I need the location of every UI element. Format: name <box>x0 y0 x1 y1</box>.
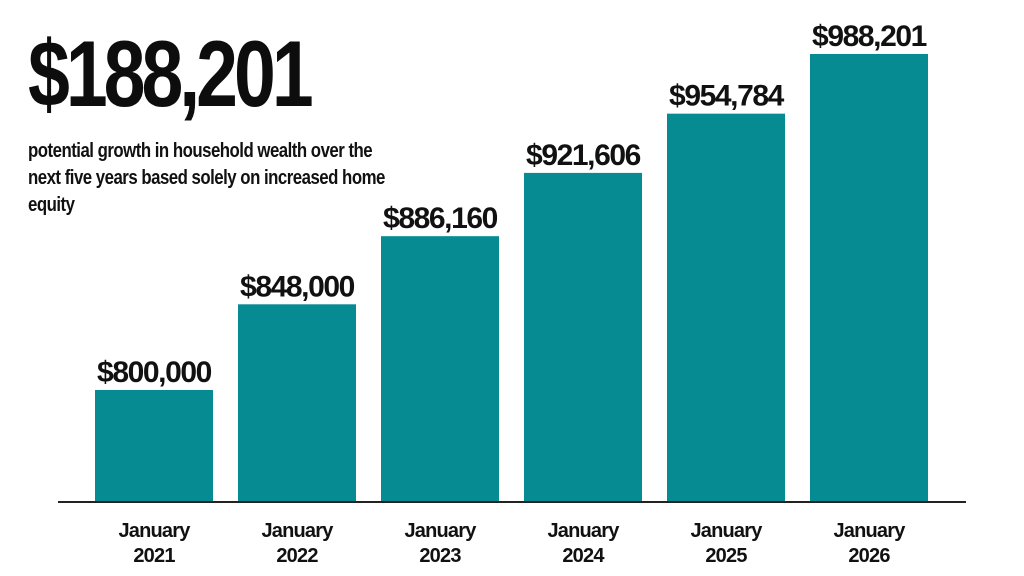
x-tick-line: 2021 <box>133 545 175 567</box>
x-tick-line: January <box>690 520 763 542</box>
headline-subtitle: potential growth in household wealth ove… <box>28 140 385 216</box>
x-tick-label: January 2023 <box>404 520 477 567</box>
x-tick-line: 2022 <box>276 545 318 567</box>
bar-value-label: $886,160 <box>383 202 498 235</box>
bar-0 <box>95 390 213 502</box>
x-tick-label: January 2022 <box>261 520 334 567</box>
x-tick-line: 2024 <box>562 545 605 567</box>
bar-1 <box>238 304 356 502</box>
bar-value-label: $848,000 <box>240 270 355 303</box>
bar-2 <box>381 236 499 502</box>
x-tick-line: January <box>833 520 906 542</box>
x-tick-label: January 2024 <box>547 520 620 567</box>
x-tick-label: January 2025 <box>690 520 763 567</box>
x-tick-label: January 2026 <box>833 520 906 567</box>
x-tick-line: January <box>404 520 477 542</box>
bar-value-label: $800,000 <box>97 356 212 389</box>
x-tick-line: January <box>118 520 191 542</box>
bar-value-label: $921,606 <box>526 139 641 172</box>
x-tick-line: 2023 <box>419 545 461 567</box>
x-tick-line: 2025 <box>705 545 747 567</box>
bar-5 <box>810 54 928 502</box>
x-tick-line: January <box>547 520 620 542</box>
bar-value-label: $954,784 <box>669 80 785 113</box>
bar-value-label: $988,201 <box>812 20 927 53</box>
bar-3 <box>524 172 642 502</box>
bar-4 <box>667 113 785 502</box>
headline-block: $188,201 potential growth in household w… <box>28 21 428 219</box>
bars-group: $800,000 $848,000 $886,160 $921,606 $954,784… <box>95 20 928 502</box>
x-tick-line: January <box>261 520 334 542</box>
headline-value: $188,201 <box>28 21 314 126</box>
x-tick-line: 2026 <box>848 545 890 567</box>
x-tick-label: January 2021 <box>118 520 191 567</box>
